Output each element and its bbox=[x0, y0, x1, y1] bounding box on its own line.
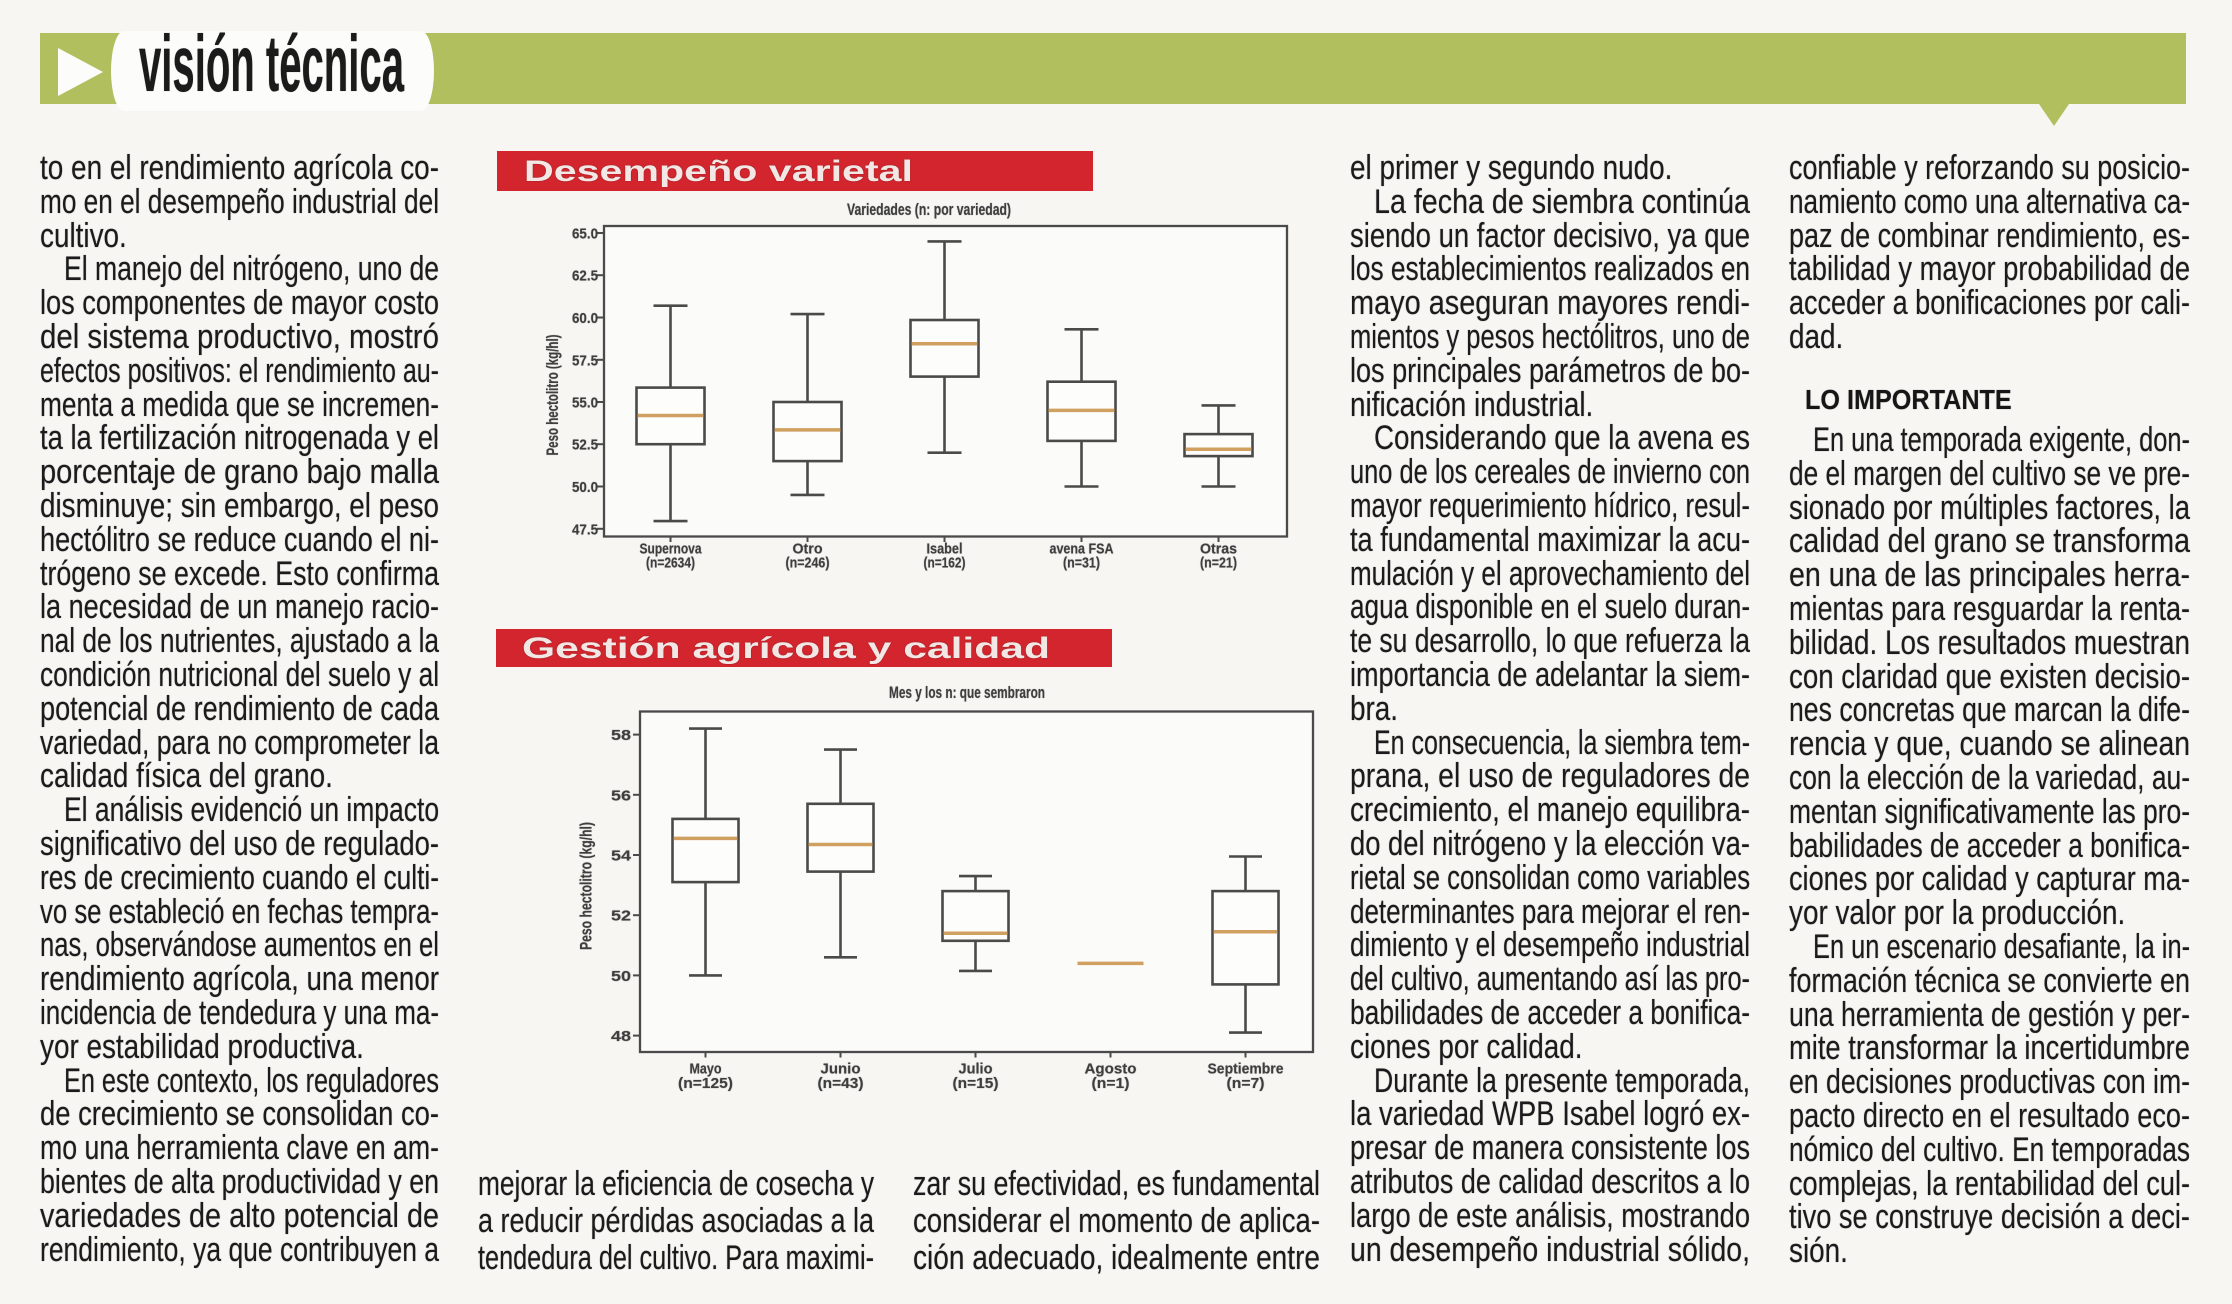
svg-text:(n=125): (n=125) bbox=[678, 1076, 733, 1092]
svg-text:Variedades (n: por variedad): Variedades (n: por variedad) bbox=[847, 200, 1011, 219]
svg-text:50: 50 bbox=[611, 968, 631, 985]
svg-text:Mayo: Mayo bbox=[690, 1062, 722, 1078]
svg-text:Junio: Junio bbox=[821, 1062, 861, 1078]
svg-text:60.0: 60.0 bbox=[572, 310, 598, 327]
svg-text:56: 56 bbox=[611, 787, 631, 804]
svg-text:Otras: Otras bbox=[1200, 542, 1237, 558]
svg-text:(n=15): (n=15) bbox=[953, 1076, 999, 1092]
svg-text:Agosto: Agosto bbox=[1085, 1062, 1137, 1078]
svg-text:65.0: 65.0 bbox=[572, 226, 598, 243]
svg-text:58: 58 bbox=[611, 727, 631, 744]
svg-text:Mes y los n: que sembraron: Mes y los n: que sembraron bbox=[889, 683, 1045, 702]
svg-text:Supernova: Supernova bbox=[640, 542, 703, 558]
svg-text:48: 48 bbox=[611, 1028, 631, 1045]
svg-text:(n=31): (n=31) bbox=[1063, 556, 1100, 572]
svg-text:(n=162): (n=162) bbox=[924, 556, 966, 572]
svg-text:Septiembre: Septiembre bbox=[1208, 1062, 1284, 1078]
svg-text:Peso hectolitro (kg/hl): Peso hectolitro (kg/hl) bbox=[543, 335, 562, 456]
svg-text:(n=7): (n=7) bbox=[1227, 1076, 1265, 1092]
svg-text:(n=1): (n=1) bbox=[1092, 1076, 1130, 1092]
svg-text:55.0: 55.0 bbox=[572, 395, 598, 412]
svg-text:Otro: Otro bbox=[793, 542, 823, 558]
svg-text:62.5: 62.5 bbox=[572, 268, 598, 285]
svg-text:(n=21): (n=21) bbox=[1200, 556, 1237, 572]
svg-text:(n=43): (n=43) bbox=[818, 1076, 864, 1092]
svg-text:57.5: 57.5 bbox=[572, 352, 598, 369]
svg-text:54: 54 bbox=[611, 848, 632, 865]
svg-text:52.5: 52.5 bbox=[572, 437, 598, 454]
svg-text:52: 52 bbox=[611, 908, 631, 925]
svg-text:Julio: Julio bbox=[959, 1062, 993, 1078]
svg-text:Isabel: Isabel bbox=[927, 542, 963, 558]
svg-text:avena FSA: avena FSA bbox=[1050, 542, 1114, 558]
svg-text:47.5: 47.5 bbox=[572, 521, 598, 538]
svg-text:(n=2634): (n=2634) bbox=[646, 556, 695, 572]
svg-text:(n=246): (n=246) bbox=[786, 556, 830, 572]
svg-text:50.0: 50.0 bbox=[572, 479, 598, 496]
svg-text:Peso hectolitro (kg/hl): Peso hectolitro (kg/hl) bbox=[577, 822, 596, 950]
